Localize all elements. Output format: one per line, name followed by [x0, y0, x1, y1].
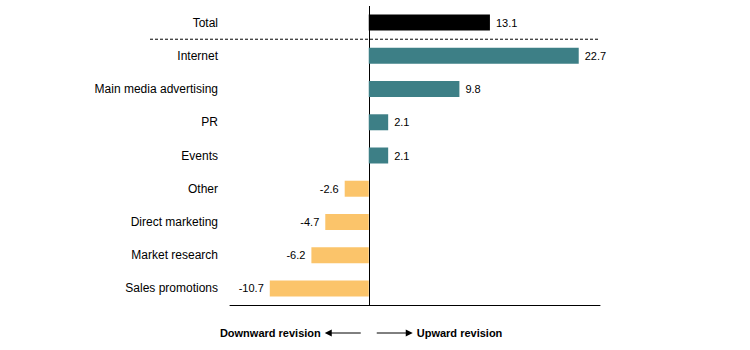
svg-text:22.7: 22.7 [585, 50, 606, 62]
svg-text:Upward revision: Upward revision [417, 327, 503, 339]
svg-text:Total: Total [193, 16, 218, 30]
svg-text:9.8: 9.8 [465, 83, 480, 95]
svg-text:Main media advertising: Main media advertising [95, 82, 218, 96]
svg-text:-10.7: -10.7 [239, 282, 264, 294]
svg-text:-4.7: -4.7 [300, 216, 319, 228]
svg-text:PR: PR [201, 115, 218, 129]
svg-text:Direct marketing: Direct marketing [131, 215, 218, 229]
svg-text:Sales promotions: Sales promotions [125, 281, 218, 295]
svg-text:2.1: 2.1 [394, 150, 409, 162]
svg-text:2.1: 2.1 [394, 116, 409, 128]
svg-text:Market research: Market research [131, 248, 218, 262]
svg-text:-6.2: -6.2 [286, 249, 305, 261]
svg-text:Other: Other [188, 182, 218, 196]
svg-text:Internet: Internet [177, 49, 218, 63]
svg-text:Downward revision: Downward revision [220, 327, 321, 339]
svg-text:13.1: 13.1 [496, 17, 517, 29]
svg-text:Events: Events [181, 149, 218, 163]
svg-text:-2.6: -2.6 [320, 183, 339, 195]
